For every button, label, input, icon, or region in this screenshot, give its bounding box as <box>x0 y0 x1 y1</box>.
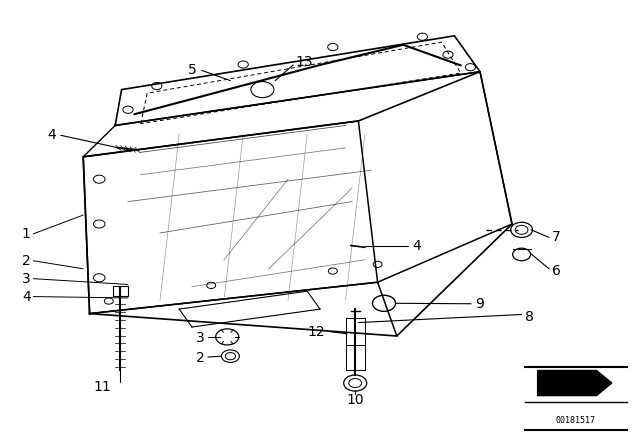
Text: 1: 1 <box>22 227 31 241</box>
Text: 4: 4 <box>47 128 56 142</box>
Text: 2: 2 <box>22 254 31 268</box>
Text: 2: 2 <box>196 351 205 366</box>
Text: 13: 13 <box>296 55 314 69</box>
FancyBboxPatch shape <box>113 286 128 296</box>
Text: 00181517: 00181517 <box>556 416 596 425</box>
Text: 3: 3 <box>22 271 31 286</box>
Text: 5: 5 <box>188 63 196 78</box>
Text: 6: 6 <box>552 264 561 278</box>
Text: 11: 11 <box>93 379 111 394</box>
Text: 8: 8 <box>525 310 534 324</box>
Polygon shape <box>538 370 612 396</box>
Text: 4: 4 <box>413 239 422 254</box>
Text: 4: 4 <box>22 289 31 304</box>
Text: 3: 3 <box>196 331 205 345</box>
Text: 9: 9 <box>475 297 484 311</box>
Text: 12: 12 <box>307 324 325 339</box>
Text: 10: 10 <box>346 393 364 407</box>
Text: 7: 7 <box>552 230 561 245</box>
